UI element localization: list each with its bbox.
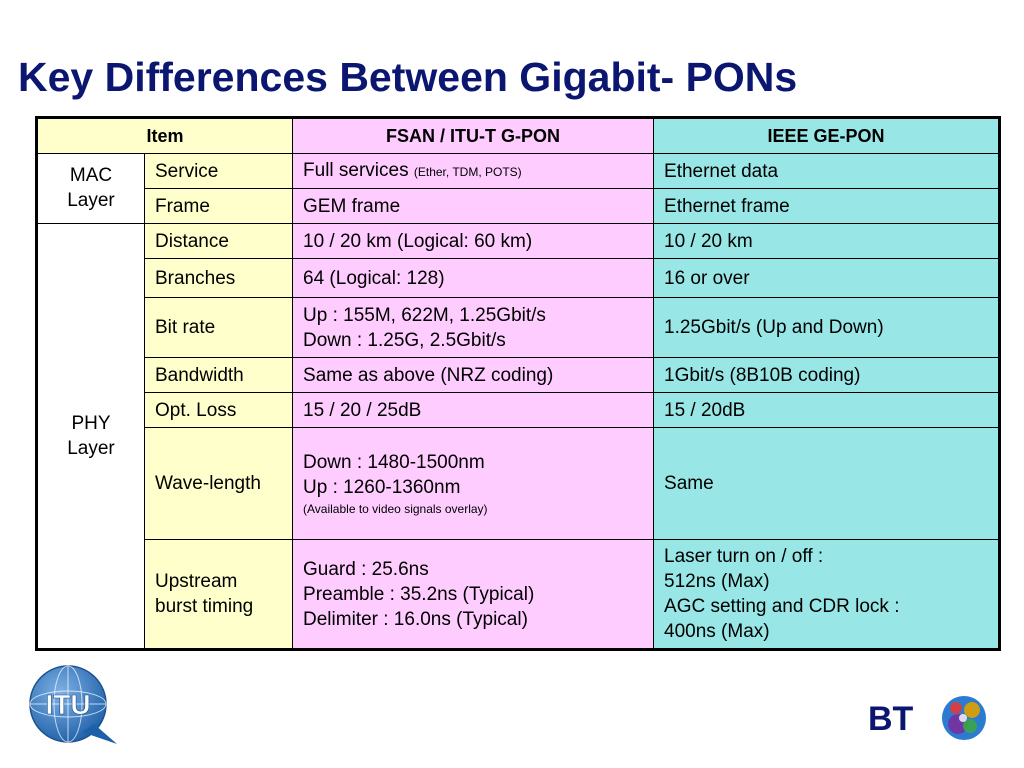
- item-frame: Frame: [143, 188, 294, 224]
- header-epon: IEEE GE-PON: [653, 117, 1001, 154]
- gpon-bitrate-down: Down : 1.25G, 2.5Gbit/s: [303, 329, 506, 351]
- epon-bitrate: 1.25Gbit/s (Up and Down): [653, 297, 1001, 358]
- gpon-wavelength: Down : 1480-1500nm Up : 1260-1360nm (Ava…: [292, 427, 655, 540]
- epon-wavelength: Same: [653, 427, 1001, 540]
- bt-logo-text: BT: [868, 700, 914, 738]
- epon-frame: Ethernet frame: [653, 188, 1001, 224]
- item-burst-line2: burst timing: [155, 596, 254, 617]
- gpon-branches: 64 (Logical: 128): [292, 258, 655, 298]
- item-branches: Branches: [143, 258, 294, 298]
- table-row-service: MAC Layer Service Full services (Ether, …: [36, 153, 1001, 224]
- epon-burst-line1: Laser turn on / off :: [664, 546, 824, 567]
- gpon-bitrate: Up : 155M, 622M, 1.25Gbit/s Down : 1.25G…: [292, 297, 655, 358]
- gpon-bitrate-up: Up : 155M, 622M, 1.25Gbit/s: [303, 304, 546, 326]
- item-bitrate: Bit rate: [143, 297, 294, 358]
- epon-bandwidth: 1Gbit/s (8B10B coding): [653, 357, 1001, 393]
- gpon-wavelength-note: (Available to video signals overlay): [303, 501, 488, 516]
- epon-burst-line4: 400ns (Max): [664, 621, 770, 642]
- table-row-bandwidth: Bandwidth Same as above (NRZ coding) 1Gb…: [37, 357, 1001, 393]
- gpon-service: Full services (Ether, TDM, POTS): [292, 153, 655, 189]
- group-phy-layer: PHY Layer: [36, 223, 145, 650]
- slide-title: Key Differences Between Gigabit- PONs: [18, 54, 798, 100]
- table-row-frame: Frame GEM frame Ethernet frame: [37, 188, 1001, 224]
- itu-logo: ITU: [29, 665, 117, 744]
- epon-burst-line2: 512ns (Max): [664, 571, 770, 592]
- group-mac-line1: MAC: [69, 165, 113, 186]
- gpon-wavelength-down: Down : 1480-1500nm: [303, 451, 485, 473]
- itu-logo-text: ITU: [45, 689, 90, 720]
- table-row-burst: Upstream burst timing Guard : 25.6ns Pre…: [37, 539, 1001, 650]
- gpon-wavelength-up: Up : 1260-1360nm: [303, 476, 461, 498]
- group-phy-line1: PHY: [71, 413, 111, 434]
- item-distance: Distance: [143, 223, 294, 259]
- gpon-service-note: (Ether, TDM, POTS): [413, 164, 522, 179]
- gpon-burst: Guard : 25.6ns Preamble : 35.2ns (Typica…: [292, 539, 655, 650]
- table-row-wavelength: Wave-length Down : 1480-1500nm Up : 1260…: [37, 427, 1001, 540]
- item-wavelength: Wave-length: [143, 427, 294, 540]
- gpon-burst-delimiter: Delimiter : 16.0ns (Typical): [303, 608, 528, 630]
- gpon-frame: GEM frame: [292, 188, 655, 224]
- header-gpon: FSAN / ITU-T G-PON: [292, 117, 655, 154]
- table-row-bitrate: Bit rate Up : 155M, 622M, 1.25Gbit/s Dow…: [37, 297, 1001, 358]
- comparison-table: Item FSAN / ITU-T G-PON IEEE GE-PON MAC …: [35, 116, 1002, 651]
- item-service: Service: [143, 153, 294, 189]
- epon-burst: Laser turn on / off : 512ns (Max) AGC se…: [653, 539, 1001, 650]
- table-row-distance: PHY Layer Distance 10 / 20 km (Logical: …: [36, 223, 1001, 650]
- epon-branches: 16 or over: [653, 258, 1001, 298]
- bt-logo: BT: [868, 696, 986, 740]
- group-mac-layer: MAC Layer: [36, 153, 145, 224]
- epon-burst-line3: AGC setting and CDR lock :: [664, 596, 900, 617]
- gpon-distance: 10 / 20 km (Logical: 60 km): [292, 223, 655, 259]
- gpon-service-text: Full services: [303, 159, 409, 181]
- table-row-branches: Branches 64 (Logical: 128) 16 or over: [37, 258, 1001, 298]
- item-optloss: Opt. Loss: [143, 392, 294, 428]
- epon-service: Ethernet data: [653, 153, 1001, 189]
- header-row: Item FSAN / ITU-T G-PON IEEE GE-PON: [35, 117, 1001, 154]
- gpon-optloss: 15 / 20 / 25dB: [292, 392, 655, 428]
- item-burst-line1: Upstream: [155, 571, 238, 592]
- group-phy-line2: Layer: [67, 438, 115, 459]
- epon-distance: 10 / 20 km: [653, 223, 1001, 259]
- group-mac-line2: Layer: [67, 190, 115, 211]
- gpon-burst-guard: Guard : 25.6ns: [303, 558, 429, 580]
- item-burst: Upstream burst timing: [143, 539, 294, 650]
- item-bandwidth: Bandwidth: [143, 357, 294, 393]
- header-item: Item: [35, 117, 294, 154]
- gpon-bandwidth: Same as above (NRZ coding): [292, 357, 655, 393]
- epon-optloss: 15 / 20dB: [653, 392, 1001, 428]
- table-row-optloss: Opt. Loss 15 / 20 / 25dB 15 / 20dB: [37, 392, 1001, 428]
- gpon-burst-preamble: Preamble : 35.2ns (Typical): [303, 583, 535, 605]
